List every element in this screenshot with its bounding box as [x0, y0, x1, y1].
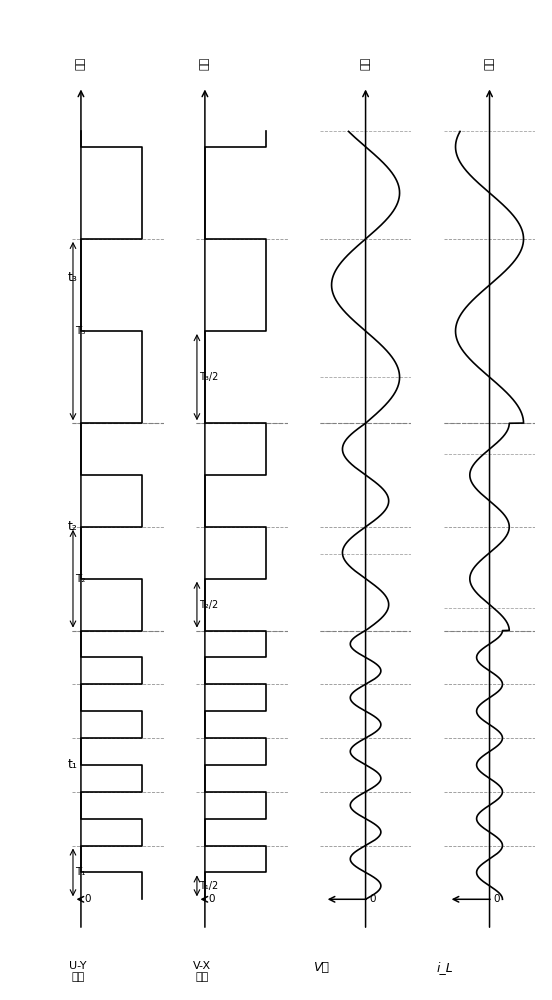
Text: 时间: 时间	[200, 57, 210, 70]
Text: T₂: T₂	[75, 574, 85, 584]
Text: 0: 0	[370, 894, 376, 904]
Text: 0: 0	[493, 894, 500, 904]
Text: T₂/2: T₂/2	[199, 600, 218, 610]
Text: T₃/2: T₃/2	[199, 372, 218, 382]
Text: t₁: t₁	[67, 758, 77, 771]
Text: 时间: 时间	[485, 57, 495, 70]
Text: V꜀: V꜀	[314, 961, 330, 974]
Text: U-Y
栅极: U-Y 栅极	[69, 961, 87, 982]
Text: 0: 0	[208, 894, 215, 904]
Text: T₃: T₃	[75, 326, 85, 336]
Text: T₁: T₁	[75, 867, 86, 877]
Text: T₁/2: T₁/2	[199, 881, 218, 891]
Text: i_L: i_L	[437, 961, 454, 974]
Text: t₂: t₂	[67, 520, 77, 533]
Text: 时间: 时间	[76, 57, 86, 70]
Text: t₃: t₃	[67, 271, 77, 284]
Text: 0: 0	[84, 894, 91, 904]
Text: V-X
栅极: V-X 栅极	[193, 961, 211, 982]
Text: 时间: 时间	[360, 57, 370, 70]
